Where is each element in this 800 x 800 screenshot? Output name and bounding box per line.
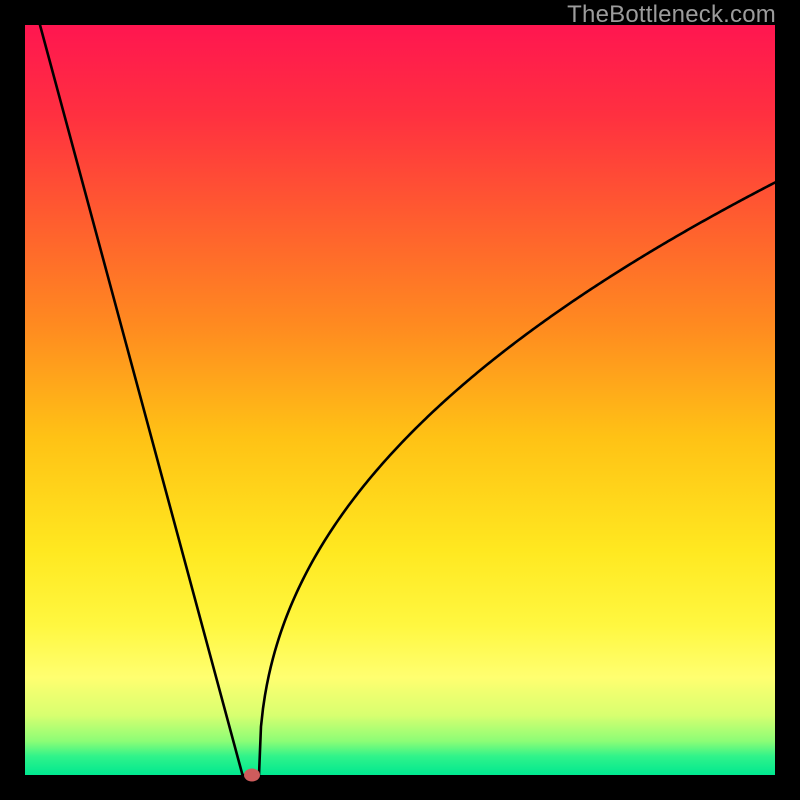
watermark-text: TheBottleneck.com [567, 1, 776, 29]
plot-area [25, 25, 775, 775]
chart-stage: TheBottleneck.com [0, 0, 800, 800]
gradient-background [25, 25, 775, 775]
plot-svg [25, 25, 775, 775]
optimal-marker [244, 769, 260, 782]
